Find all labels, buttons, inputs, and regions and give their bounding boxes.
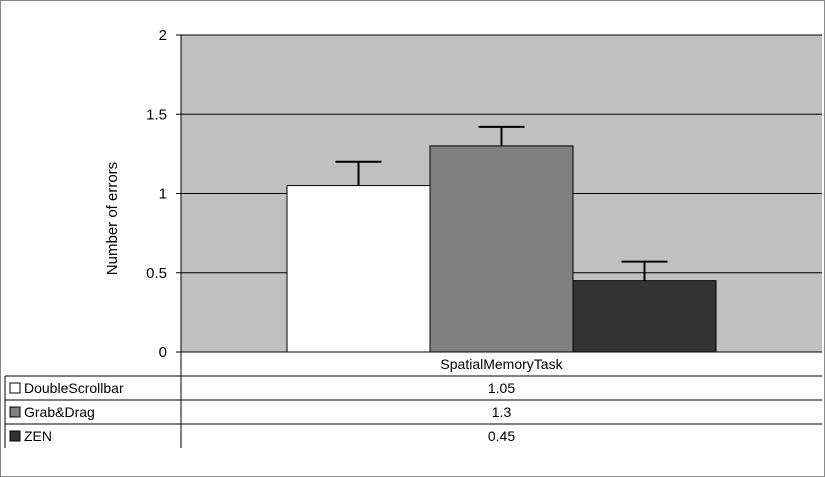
y-tick-label: 1 <box>159 186 167 203</box>
bar-doublescrollbar <box>286 185 431 353</box>
legend-label: DoubleScrollbar <box>24 380 124 396</box>
bar-zen <box>572 280 717 353</box>
y-tick-label: 0 <box>159 344 167 361</box>
legend-label: ZEN <box>24 428 52 444</box>
y-axis-label: Number of errors <box>104 162 121 275</box>
table-value: 1.05 <box>488 380 515 396</box>
table-value: 1.3 <box>492 404 512 420</box>
legend-label: Grab&Drag <box>24 404 95 420</box>
legend-swatch <box>9 430 21 442</box>
table-value: 0.45 <box>488 428 515 444</box>
legend-swatch <box>9 382 21 394</box>
category-label: SpatialMemoryTask <box>440 356 563 372</box>
y-tick-label: 2 <box>159 27 167 44</box>
y-tick-label: 1.5 <box>146 106 167 123</box>
y-tick-label: 0.5 <box>146 265 167 282</box>
bar-grab-drag <box>429 145 574 353</box>
legend-swatch <box>9 406 21 418</box>
